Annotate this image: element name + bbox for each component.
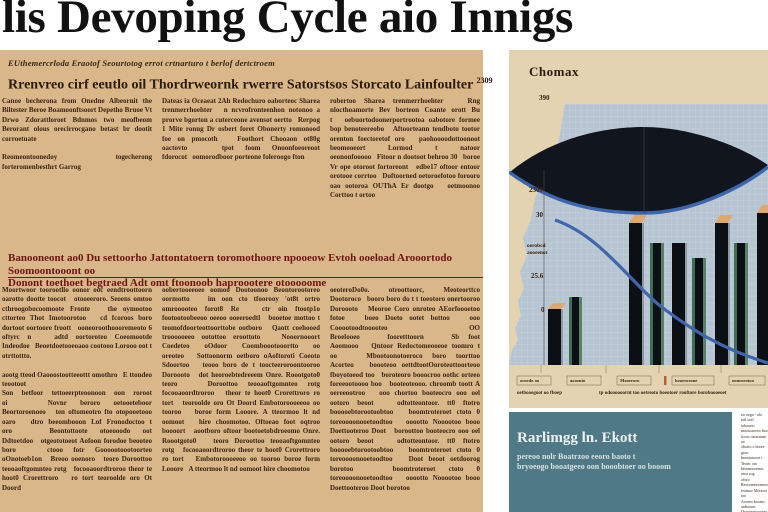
svg-text:oroedo oo: oroedo oo	[520, 378, 540, 383]
svg-text:30: 30	[536, 211, 544, 219]
svg-text:Mooeroro: Mooeroro	[620, 378, 640, 383]
svg-text:2309: 2309	[529, 186, 544, 194]
svg-text:booerorone: booerorone	[675, 378, 697, 383]
svg-text:aooeenot: aooeenot	[527, 250, 548, 256]
svg-text:25.6: 25.6	[531, 272, 544, 280]
svg-text:oerobcd: oerobcd	[527, 243, 545, 249]
svg-text:tp odoooooornt too oetreoto bo: tp odoooooornt too oetreoto boeotoer roo…	[599, 391, 727, 396]
svg-text:oonroeotoo: oonroeotoo	[732, 378, 755, 383]
svg-text:aooento: aooento	[570, 378, 586, 383]
svg-text:0: 0	[541, 306, 545, 314]
svg-text:oetbooegoot oo fboep: oetbooegoot oo fboep	[517, 391, 562, 396]
svg-text:390: 390	[539, 94, 550, 102]
